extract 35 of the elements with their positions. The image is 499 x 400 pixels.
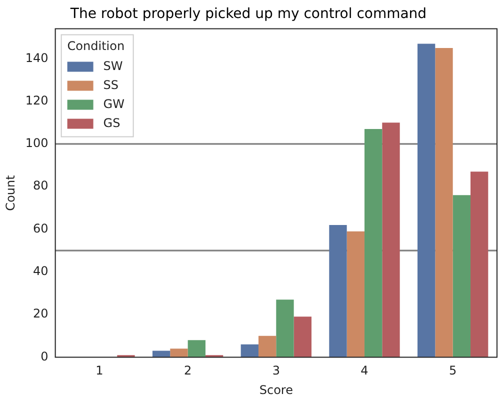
legend-title: Condition [67,38,125,53]
y-tick-label: 100 [25,136,48,150]
y-tick-label: 80 [33,178,48,193]
x-axis-title: Score [259,382,293,397]
legend-label: GS [103,116,120,130]
bar [240,344,258,358]
y-axis-title: Count [3,174,18,211]
y-tick-label: 20 [33,306,48,321]
bar [170,348,188,358]
legend-label: SW [103,58,123,73]
bar [188,340,206,358]
bar [258,336,276,358]
chart-title: The robot properly picked up my control command [69,6,427,22]
bar [417,44,436,358]
bar [470,172,488,358]
legend-label: GW [103,96,125,111]
y-tick-label: 0 [40,349,48,364]
bar [329,224,347,358]
x-tick-label: 2 [184,364,192,378]
x-tick-label: 1 [96,364,104,378]
x-tick-label: 4 [360,364,368,378]
bar [364,129,382,358]
x-tick-label: 5 [449,364,457,378]
y-tick-label: 120 [25,93,48,108]
x-tick-label: 3 [272,364,280,378]
y-tick-label: 40 [33,264,48,278]
bar [294,316,312,358]
y-tick-label: 140 [25,50,48,65]
bar [276,300,294,358]
y-tick-label: 60 [33,221,48,236]
bar [346,231,364,358]
bar [435,48,453,358]
bar [382,122,400,358]
legend-label: SS [103,78,119,92]
bar [452,195,470,358]
